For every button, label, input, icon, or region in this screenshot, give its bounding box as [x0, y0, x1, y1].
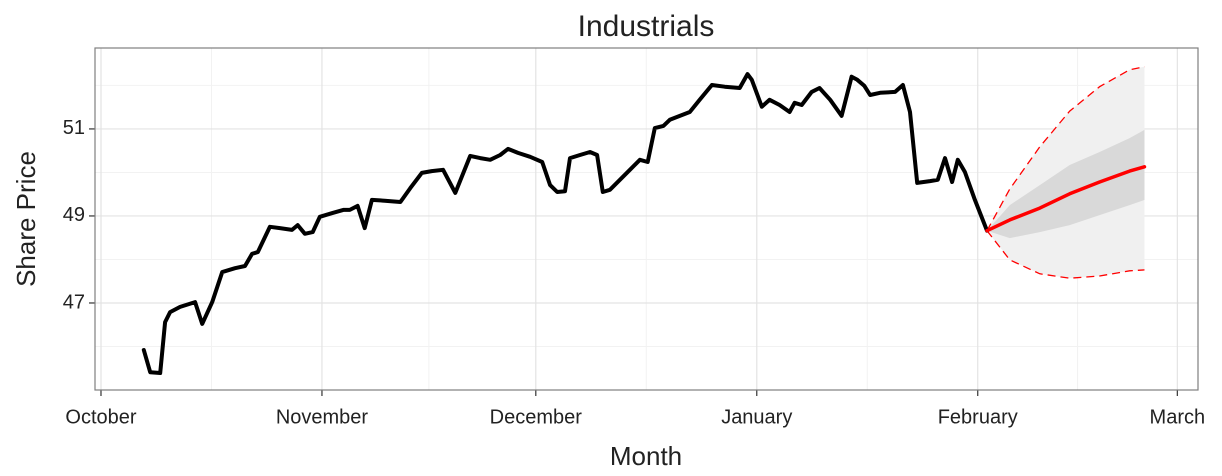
plot-border: [94, 47, 1199, 391]
y-axis-label: Share Price: [11, 151, 41, 287]
x-axis-label: Month: [610, 441, 682, 471]
chart-title: Industrials: [578, 10, 715, 43]
x-tick-label: March: [1150, 406, 1206, 428]
line: [141, 72, 989, 375]
y-tick-label: 47: [63, 291, 85, 313]
line: [985, 165, 1147, 233]
x-tick-label: January: [721, 406, 792, 428]
forecast-band: [987, 129, 1145, 239]
y-tick-label: 49: [63, 204, 85, 226]
forecast-interval-line: [986, 66, 1145, 232]
forecast-interval-line: [986, 230, 1145, 279]
x-tick-label: December: [490, 406, 583, 428]
x-tick-label: October: [65, 406, 136, 428]
x-tick-label: February: [938, 406, 1018, 428]
x-tick-label: November: [276, 406, 369, 428]
y-tick-label: 51: [63, 117, 85, 139]
